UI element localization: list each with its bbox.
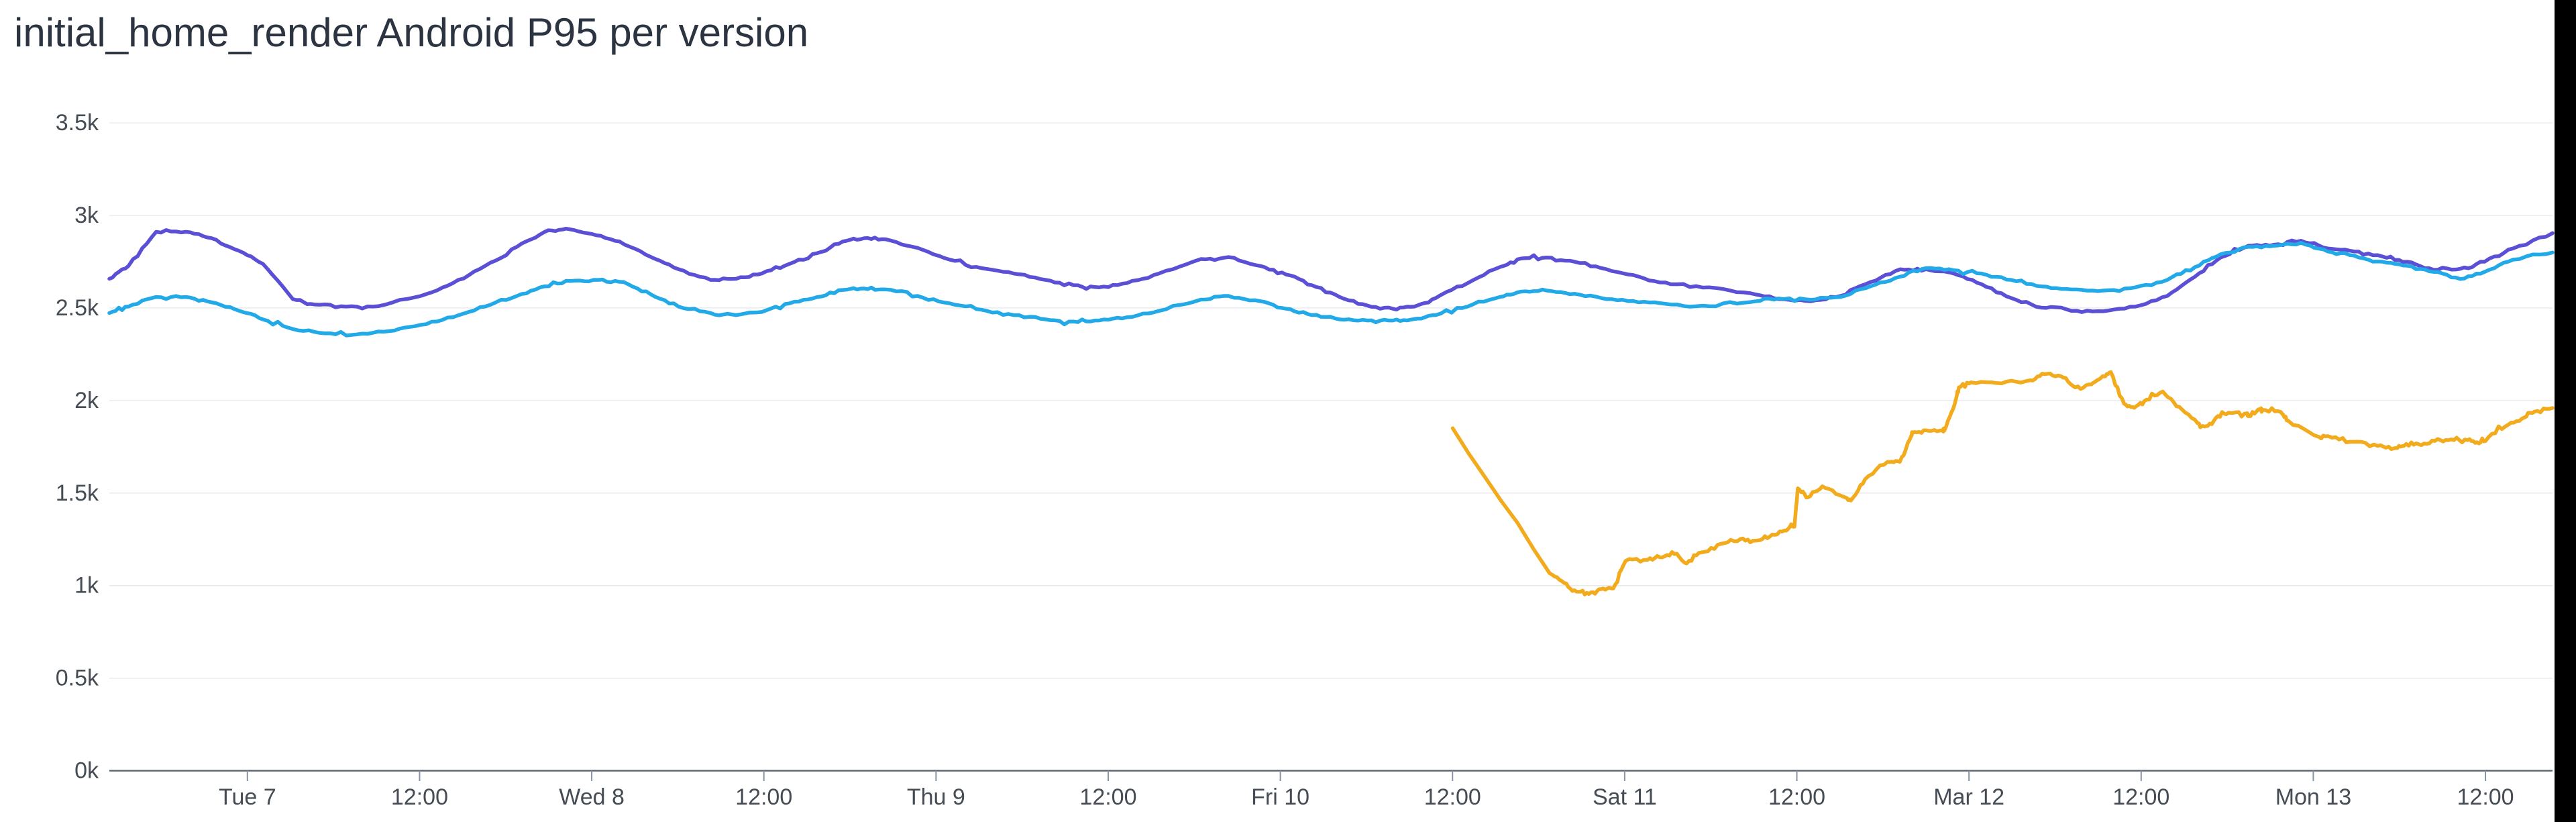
svg-text:3.5k: 3.5k [56,110,99,136]
svg-text:3k: 3k [74,203,99,228]
svg-text:Tue 7: Tue 7 [219,784,276,810]
svg-text:0k: 0k [74,758,99,784]
svg-text:Fri 10: Fri 10 [1251,784,1309,810]
svg-text:1k: 1k [74,573,99,599]
svg-text:Mon 13: Mon 13 [2275,784,2351,810]
svg-text:12:00: 12:00 [1768,784,1825,810]
svg-text:Sat 11: Sat 11 [1593,784,1657,810]
svg-text:2.5k: 2.5k [56,295,99,321]
svg-text:2k: 2k [74,388,99,413]
svg-text:12:00: 12:00 [1424,784,1481,810]
svg-text:Mar 12: Mar 12 [1933,784,2004,810]
svg-text:Thu 9: Thu 9 [907,784,965,810]
svg-text:1.5k: 1.5k [56,480,99,506]
svg-text:0.5k: 0.5k [56,666,99,691]
svg-text:12:00: 12:00 [2112,784,2169,810]
svg-text:12:00: 12:00 [391,784,448,810]
svg-text:12:00: 12:00 [735,784,792,810]
svg-text:12:00: 12:00 [1079,784,1136,810]
svg-text:Wed 8: Wed 8 [559,784,625,810]
svg-text:12:00: 12:00 [2457,784,2514,810]
